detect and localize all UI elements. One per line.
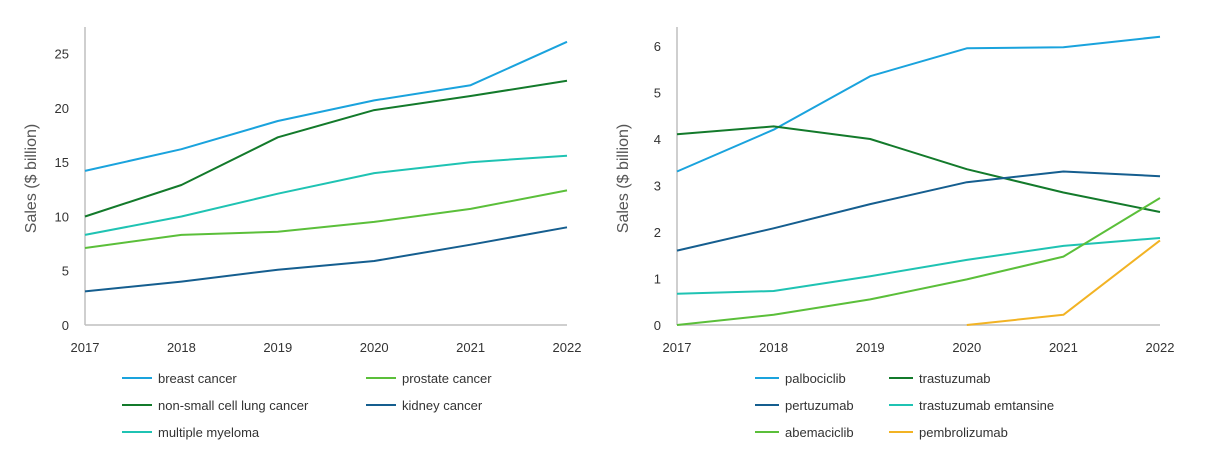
legend-label: trastuzumab emtansine [919,398,1054,413]
series-line [676,170,1161,252]
x-tick-label: 2017 [663,340,692,355]
x-tick-label: 2022 [1146,340,1175,355]
x-tick-label: 2019 [263,340,292,355]
x-tick-label: 2022 [553,340,582,355]
chart-right: 0 1 2 3 4 5 6 2017 2018 2019 2020 2021 2022 Sales ($ … [615,27,1175,440]
x-tick-label: 2020 [360,340,389,355]
legend-label: abemaciclib [785,425,854,440]
y-tick-label: 4 [654,132,661,147]
x-tick-label: 2021 [1049,340,1078,355]
y-axis-label: Sales ($ billion) [23,124,40,233]
series-line [676,237,1161,295]
y-tick-label: 10 [55,209,69,224]
y-tick-label: 15 [55,155,69,170]
x-tick-label: 2018 [167,340,196,355]
legend-label: trastuzumab [919,371,991,386]
legend-label: prostate cancer [402,371,492,386]
x-tick-label: 2020 [952,340,981,355]
legend-label: palbociclib [785,371,846,386]
legend-label: kidney cancer [402,398,483,413]
series-line [676,125,1161,213]
series-line [966,239,1161,326]
chart-left: 0 5 10 15 20 25 2017 2018 2019 2020 2021 2022 Sales … [23,27,582,440]
x-tick-label: 2018 [759,340,788,355]
series-line [84,189,568,249]
y-tick-label: 3 [654,178,661,193]
y-axis-label: Sales ($ billion) [615,124,632,233]
series-line [84,226,568,293]
legend-label: pembrolizumab [919,425,1008,440]
y-tick-label: 5 [62,264,69,279]
legend-label: pertuzumab [785,398,854,413]
y-tick-label: 0 [654,318,661,333]
x-tick-label: 2017 [71,340,100,355]
y-tick-label: 5 [654,85,661,100]
y-tick-label: 0 [62,318,69,333]
series-line [676,35,1161,173]
y-tick-label: 25 [55,47,69,62]
series-line [84,40,568,172]
x-tick-label: 2019 [856,340,885,355]
legend-label: non-small cell lung cancer [158,398,309,413]
legend-label: multiple myeloma [158,425,260,440]
series-line [676,197,1161,326]
series-line [84,154,568,236]
y-tick-label: 2 [654,225,661,240]
y-tick-label: 20 [55,101,69,116]
legend-label: breast cancer [158,371,237,386]
series-line [84,79,568,218]
y-tick-label: 6 [654,39,661,54]
y-tick-label: 1 [654,271,661,286]
x-tick-label: 2021 [456,340,485,355]
